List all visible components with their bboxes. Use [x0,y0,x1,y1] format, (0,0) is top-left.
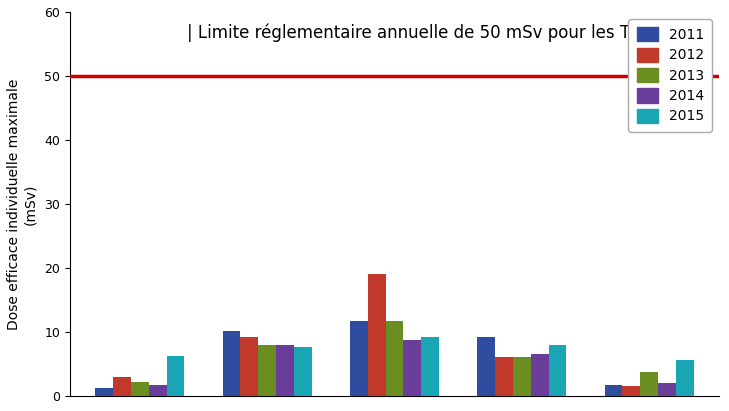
Bar [640,372,658,396]
Bar [241,337,258,396]
Bar [149,385,167,396]
Text: | Limite réglementaire annuelle de 50 mSv pour les TSN: | Limite réglementaire annuelle de 50 mS… [187,23,653,42]
Bar [495,357,513,396]
Bar [167,356,184,396]
Bar [276,345,294,396]
Bar [549,346,566,396]
Bar [477,337,495,396]
Bar [421,337,439,396]
Bar [367,275,386,396]
Bar [113,377,131,396]
Bar [386,321,403,396]
Bar [258,346,276,396]
Y-axis label: Dose efficace individuelle maximale
(mSv): Dose efficace individuelle maximale (mSv… [7,79,37,330]
Bar [294,347,312,396]
Bar [623,386,640,396]
Bar [531,354,549,396]
Bar [350,321,367,396]
Bar [604,385,623,396]
Bar [95,388,113,396]
Bar [403,340,421,396]
Bar [513,357,531,396]
Bar [222,331,241,396]
Bar [676,360,694,396]
Bar [658,383,676,396]
Bar [131,382,149,396]
Legend: 2011, 2012, 2013, 2014, 2015: 2011, 2012, 2013, 2014, 2015 [628,19,712,132]
